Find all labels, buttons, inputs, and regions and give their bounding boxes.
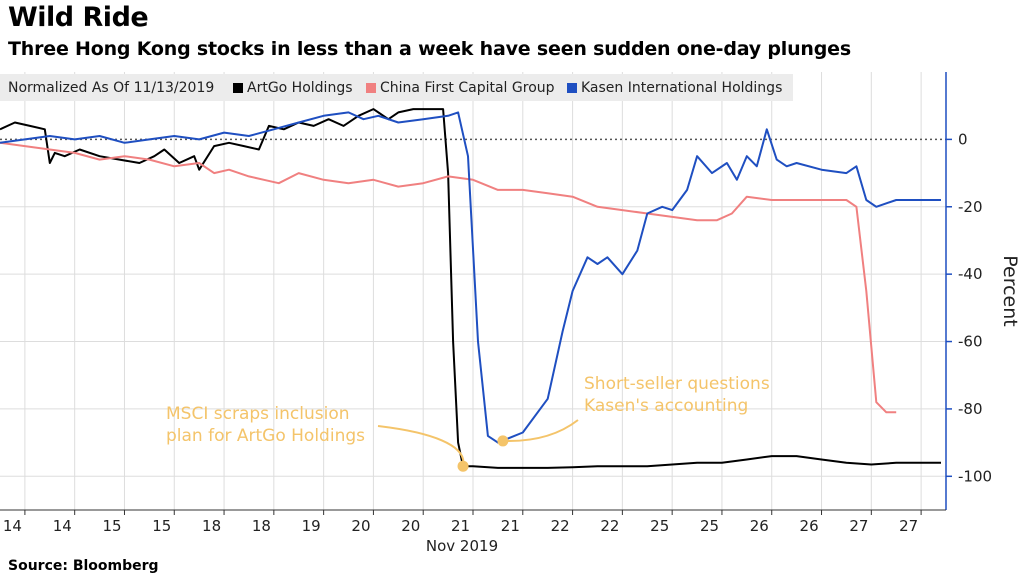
legend-swatch-kasen (567, 83, 577, 93)
annotation-kasen-connector (502, 419, 579, 442)
x-tick-label-11: 22 (551, 517, 570, 535)
y-axis-label: Percent (999, 255, 1021, 327)
x-tick-label-6: 19 (302, 517, 321, 535)
annotation-artgo-line-1: MSCI scraps inclusion (166, 404, 350, 424)
legend-swatch-china-first (366, 83, 376, 93)
x-tick-label-17: 27 (849, 517, 868, 535)
x-tick-label-14: 25 (700, 517, 719, 535)
x-tick-label-2: 15 (102, 517, 121, 535)
legend-label-china-first: China First Capital Group (380, 80, 555, 96)
legend-label-kasen: Kasen International Holdings (581, 80, 782, 96)
legend-background (0, 74, 793, 101)
x-tick-label-16: 26 (800, 517, 819, 535)
x-tick-label-7: 20 (351, 517, 370, 535)
y-tick-label-0: 0 (958, 130, 968, 148)
series-group (0, 108, 941, 469)
x-tick-label-15: 26 (750, 517, 769, 535)
legend-label-artgo: ArtGo Holdings (247, 80, 353, 96)
x-ticks-group: 14 14 15 15 18 18 19 20 20 21 21 22 22 25 25 26 26 27 27 (3, 510, 922, 535)
y-tick-label-2: -40 (958, 265, 983, 283)
source-note: Source: Bloomberg (8, 558, 159, 574)
x-tick-label-8: 20 (401, 517, 420, 535)
annotation-kasen-line-2: Kasen's accounting (584, 396, 748, 416)
y-tick-label-1: -20 (958, 198, 983, 216)
y-tick-label-5: -100 (958, 467, 992, 485)
x-tick-label-1: 14 (53, 517, 72, 535)
annotation-kasen-marker (497, 435, 509, 447)
chart-title: Wild Ride (8, 2, 149, 33)
y-tick-label-3: -60 (958, 333, 983, 351)
x-tick-label-0: 14 (3, 517, 22, 535)
x-tick-label-3: 15 (152, 517, 171, 535)
x-tick-label-12: 22 (600, 517, 619, 535)
annotation-artgo-line-2: plan for ArtGo Holdings (166, 426, 365, 446)
annotation-artgo-marker (457, 460, 469, 472)
annotation-artgo-connector (377, 425, 465, 467)
legend-normalized-label: Normalized As Of 11/13/2019 (8, 80, 214, 96)
grid-lines (0, 72, 946, 510)
x-axis-label: Nov 2019 (426, 537, 498, 555)
series-line-1 (0, 141, 897, 414)
x-tick-label-10: 21 (501, 517, 520, 535)
legend: Normalized As Of 11/13/2019 ArtGo Holdin… (0, 74, 793, 101)
series-line-2 (0, 111, 941, 444)
x-tick-label-13: 25 (650, 517, 669, 535)
chart-subtitle: Three Hong Kong stocks in less than a we… (8, 38, 851, 60)
y-tick-label-4: -80 (958, 400, 983, 418)
x-tick-label-18: 27 (899, 517, 918, 535)
annotation-kasen-line-1: Short-seller questions (584, 374, 770, 394)
x-tick-label-4: 18 (202, 517, 221, 535)
y-ticks-group: 0 -20 -40 -60 -80 -100 (946, 130, 992, 485)
x-tick-label-5: 18 (252, 517, 271, 535)
legend-swatch-artgo (233, 83, 243, 93)
x-tick-label-9: 21 (451, 517, 470, 535)
